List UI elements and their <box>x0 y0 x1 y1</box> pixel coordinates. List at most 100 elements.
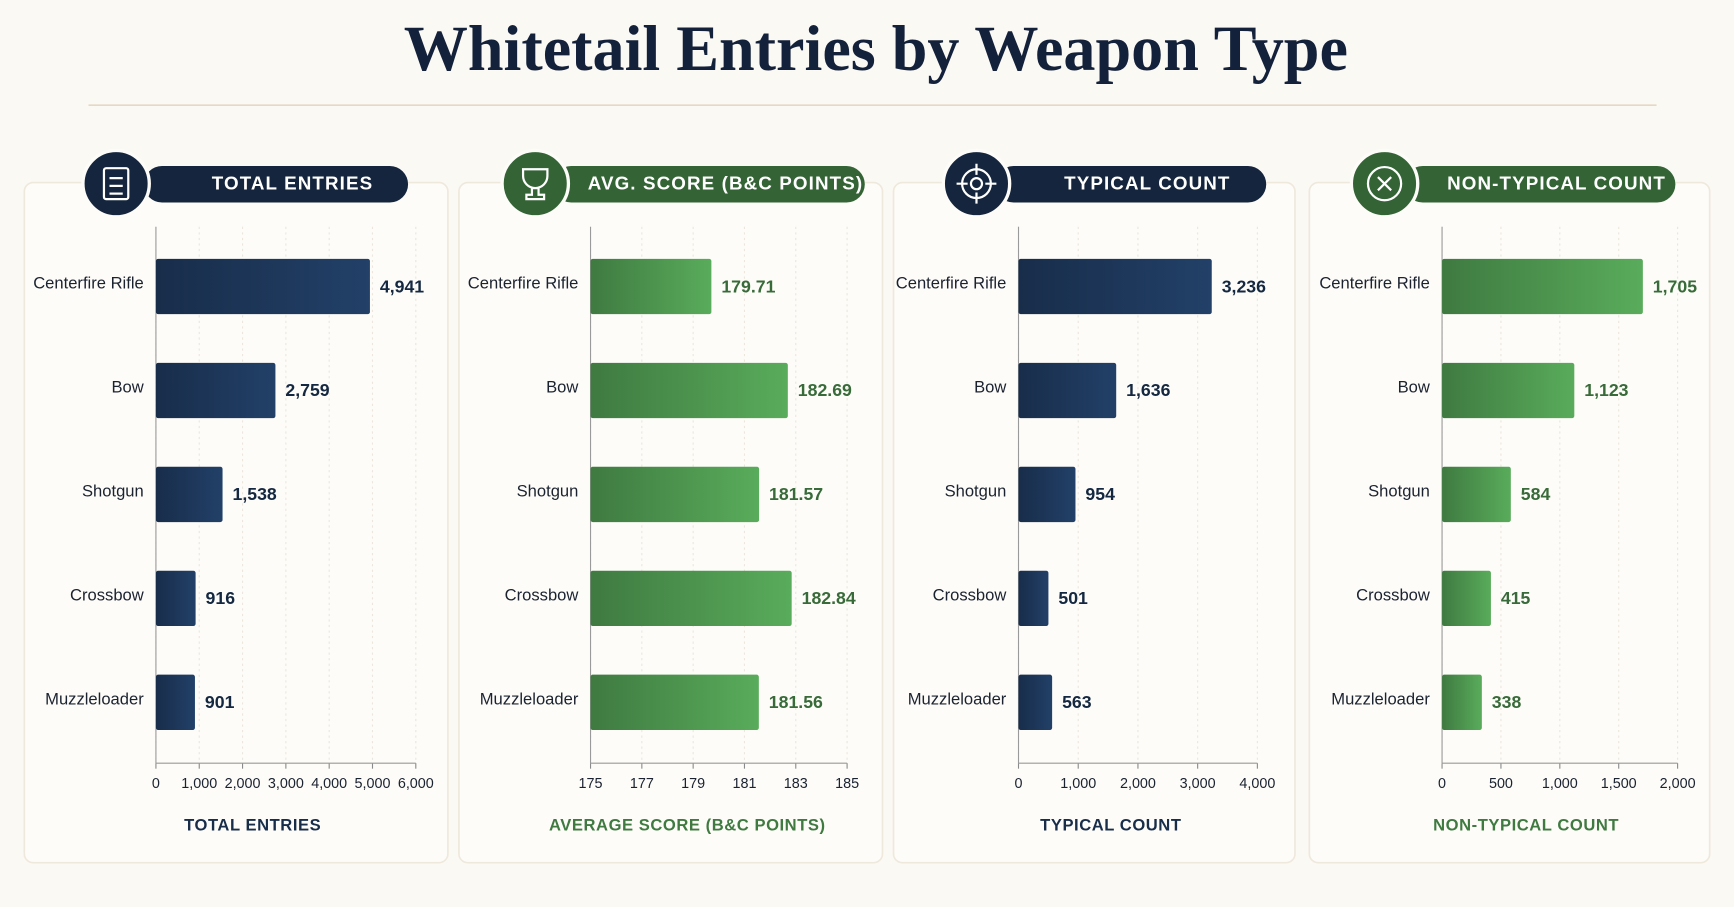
bar <box>1442 674 1482 730</box>
value-label: 901 <box>205 692 235 712</box>
value-label: 338 <box>1492 692 1522 712</box>
category-label: Centerfire Rifle <box>33 274 144 293</box>
bar <box>590 258 712 315</box>
value-label: 4,941 <box>380 276 424 296</box>
category-label: Bow <box>112 378 145 397</box>
bar <box>1442 362 1575 419</box>
x-axis-label: AVERAGE SCORE (B&C POINTS) <box>549 816 826 835</box>
bar <box>1018 362 1117 419</box>
panel-title: TYPICAL COUNT <box>1064 173 1230 194</box>
x-axis-label: TYPICAL COUNT <box>1040 816 1181 835</box>
x-tick-label: 0 <box>1015 776 1023 792</box>
x-tick-label: 4,000 <box>311 776 347 792</box>
category-label: Shotgun <box>945 482 1007 501</box>
x-tick-label: 181 <box>732 776 756 792</box>
value-label: 1,538 <box>232 484 276 504</box>
x-tick-label: 4,000 <box>1239 776 1275 792</box>
category-label: Centerfire Rifle <box>468 274 579 293</box>
value-label: 584 <box>1521 484 1551 504</box>
panel-title: TOTAL ENTRIES <box>212 173 374 194</box>
bar <box>155 570 196 627</box>
bar <box>590 466 760 523</box>
category-label: Shotgun <box>517 482 579 501</box>
bar <box>1018 674 1053 730</box>
category-label: Muzzleloader <box>908 689 1007 708</box>
bar <box>1018 258 1212 315</box>
bar <box>1018 466 1076 523</box>
category-label: Bow <box>974 378 1007 397</box>
category-label: Muzzleloader <box>45 689 144 708</box>
x-axis-label: TOTAL ENTRIES <box>184 816 321 835</box>
bar <box>155 674 195 730</box>
bar <box>1442 258 1643 315</box>
panel-icon <box>500 148 571 219</box>
category-label: Crossbow <box>1356 586 1431 605</box>
x-tick-label: 183 <box>784 776 808 792</box>
x-tick-label: 1,000 <box>1542 776 1578 792</box>
bar <box>1442 570 1491 627</box>
bar <box>590 362 788 419</box>
x-tick-label: 6,000 <box>398 776 434 792</box>
panel-icon <box>81 148 151 219</box>
x-tick-label: 175 <box>579 776 603 792</box>
value-label: 954 <box>1085 484 1115 504</box>
x-tick-label: 3,000 <box>268 776 304 792</box>
x-tick-label: 2,000 <box>1660 776 1696 792</box>
bar <box>155 466 223 523</box>
value-label: 181.57 <box>769 484 823 504</box>
value-label: 1,705 <box>1653 276 1697 296</box>
panel-icon <box>941 148 1012 219</box>
category-label: Crossbow <box>505 586 580 605</box>
value-label: 563 <box>1062 692 1092 712</box>
x-tick-label: 500 <box>1489 776 1513 792</box>
value-label: 501 <box>1058 588 1088 608</box>
panel-header <box>552 165 865 203</box>
x-tick-label: 177 <box>630 776 654 792</box>
panel-header <box>1404 165 1676 203</box>
bar <box>590 674 759 730</box>
category-label: Centerfire Rifle <box>1319 274 1430 293</box>
x-tick-label: 5,000 <box>355 776 391 792</box>
category-label: Centerfire Rifle <box>896 274 1007 293</box>
x-tick-label: 3,000 <box>1180 776 1216 792</box>
panel-title: NON-TYPICAL COUNT <box>1447 173 1666 194</box>
category-label: Muzzleloader <box>480 689 579 708</box>
category-label: Shotgun <box>82 482 144 501</box>
x-tick-label: 0 <box>152 776 160 792</box>
x-tick-label: 179 <box>681 776 705 792</box>
main-title: Whitetail Entries by Weapon Type <box>404 13 1348 84</box>
bar <box>590 570 792 627</box>
bar <box>155 362 276 419</box>
panel-title: AVG. SCORE (B&C POINTS) <box>588 173 864 194</box>
value-label: 916 <box>206 588 236 608</box>
category-label: Shotgun <box>1368 482 1430 501</box>
icon-shape <box>969 177 984 191</box>
value-label: 182.84 <box>802 588 856 608</box>
icon-shape <box>102 167 130 201</box>
panel-header <box>995 165 1267 203</box>
panel-header <box>143 165 409 203</box>
value-label: 179.71 <box>721 276 775 296</box>
value-label: 2,759 <box>285 380 329 400</box>
icon-shape <box>1366 165 1403 202</box>
icon-shape <box>521 168 549 201</box>
value-label: 415 <box>1501 588 1531 608</box>
bar <box>1018 570 1049 627</box>
value-label: 3,236 <box>1222 276 1266 296</box>
category-label: Muzzleloader <box>1331 689 1430 708</box>
x-tick-label: 2,000 <box>1120 776 1156 792</box>
value-label: 182.69 <box>798 380 852 400</box>
x-tick-label: 185 <box>835 776 859 792</box>
bar <box>155 258 370 315</box>
x-tick-label: 1,500 <box>1601 776 1637 792</box>
value-label: 181.56 <box>769 692 823 712</box>
x-axis-label: NON-TYPICAL COUNT <box>1433 816 1619 835</box>
x-tick-label: 0 <box>1438 776 1446 792</box>
category-label: Crossbow <box>933 586 1008 605</box>
category-label: Bow <box>1398 378 1431 397</box>
value-label: 1,123 <box>1584 380 1628 400</box>
x-tick-label: 2,000 <box>225 776 261 792</box>
bar <box>1442 466 1511 523</box>
icon-shape <box>1377 176 1392 192</box>
x-tick-label: 1,000 <box>181 776 217 792</box>
